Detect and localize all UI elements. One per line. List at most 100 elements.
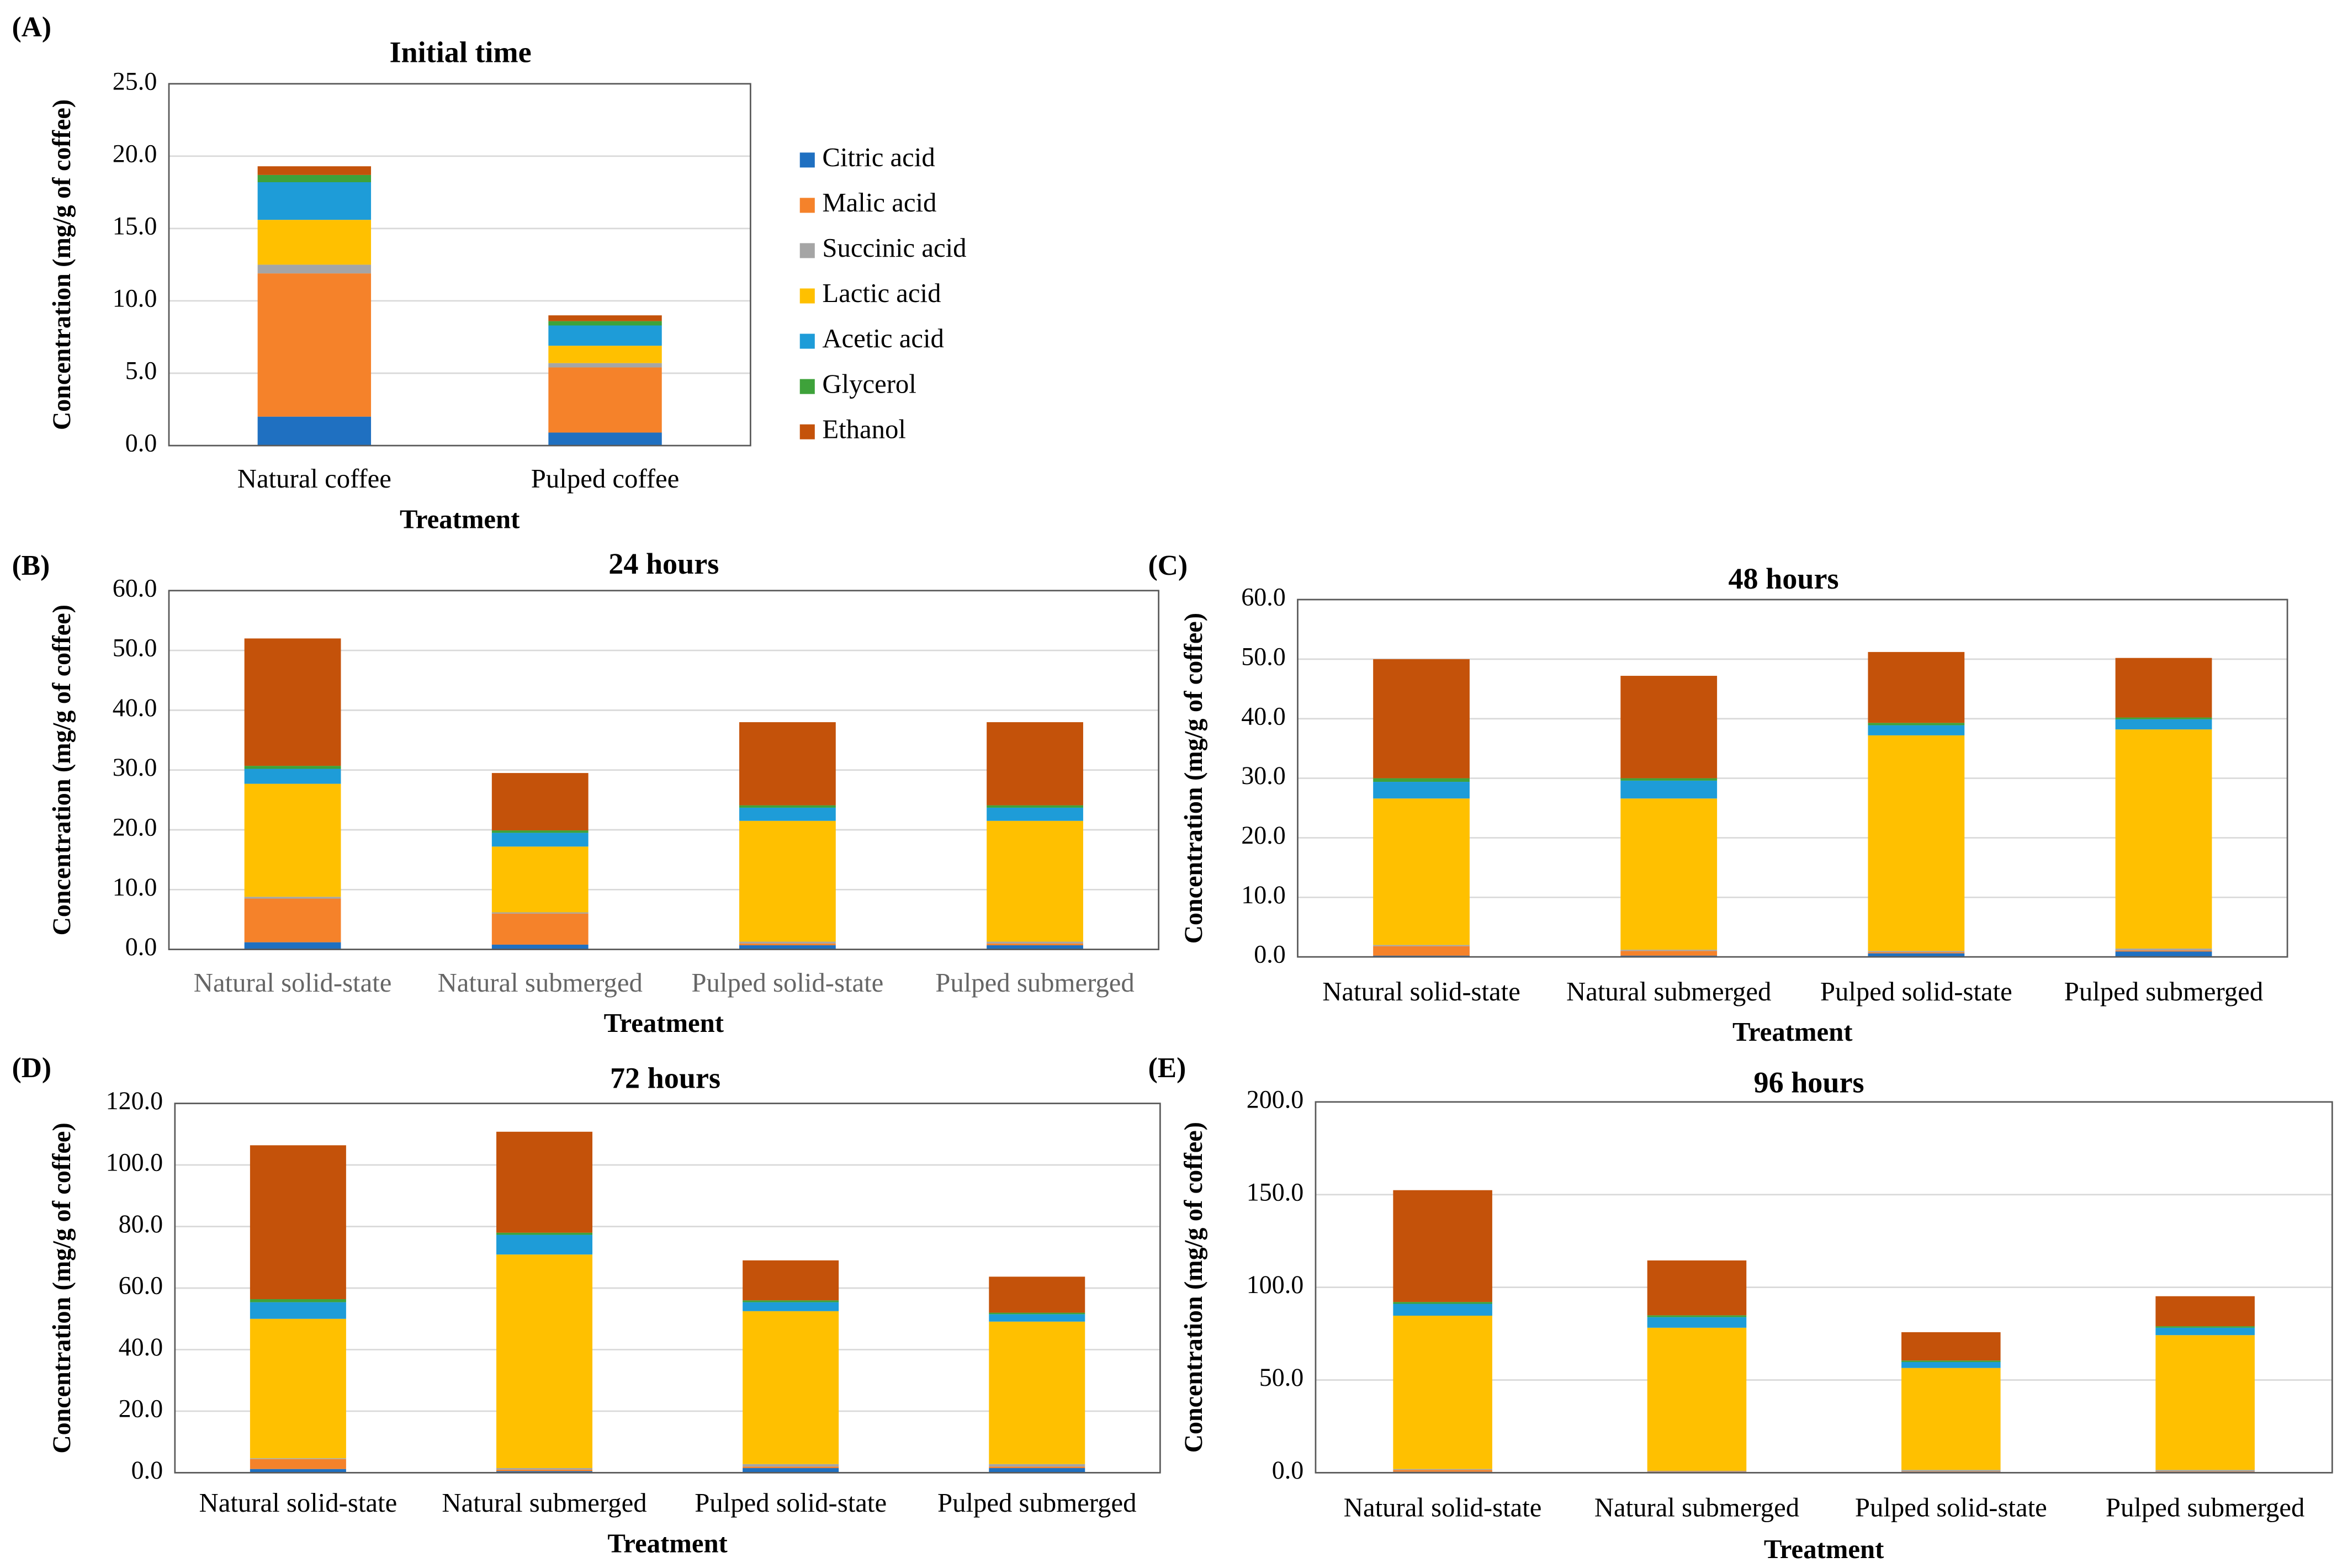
plot-border (168, 590, 1159, 950)
y-axis-label: Concentration (mg/g of coffee) (1179, 613, 1207, 944)
bar-segment (1868, 951, 1965, 952)
bar-segment (739, 941, 836, 944)
x-tick-label: Pulped solid-state (691, 968, 883, 998)
legend-label: Malic acid (822, 188, 936, 218)
bar-segment (987, 941, 1083, 944)
bar-segment (496, 1469, 593, 1471)
legend-swatch (799, 333, 815, 349)
bar-segment (1620, 951, 1718, 956)
bar-segment (743, 1468, 839, 1473)
bar-segment (1647, 1260, 1747, 1316)
bar-segment (257, 220, 372, 265)
bar-segment (1373, 778, 1470, 782)
x-tick-label: Pulped submerged (937, 1488, 1137, 1518)
legend-swatch (799, 198, 815, 213)
panel-label: (A) (12, 12, 51, 43)
chart-title: 24 hours (608, 547, 719, 580)
bar-segment (739, 943, 836, 946)
plot-border (1315, 1101, 2333, 1474)
bar-segment (989, 1276, 1085, 1313)
bar-segment (1647, 1327, 1747, 1471)
bar-segment (1868, 725, 1965, 735)
bar-segment (257, 273, 372, 417)
x-axis-label: Treatment (400, 504, 520, 534)
bar-segment (548, 346, 662, 363)
chart-title: Initial time (389, 36, 531, 69)
x-tick-label: Natural solid-state (199, 1488, 398, 1518)
bar-segment (244, 783, 341, 897)
panel-label: (C) (1148, 550, 1188, 581)
bar-segment (1868, 651, 1965, 723)
bar-segment (739, 807, 836, 821)
bar-segment (257, 174, 372, 182)
x-tick-label: Pulped submerged (2106, 1492, 2305, 1522)
x-tick-label: Pulped submerged (2064, 977, 2264, 1007)
x-tick-label: Natural submerged (1566, 977, 1771, 1007)
y-tick-label: 40.0 (113, 693, 157, 722)
bar-segment (2115, 949, 2212, 951)
bar-segment (743, 1300, 839, 1302)
bar-segment (987, 943, 1083, 946)
legend-label: Acetic acid (822, 324, 944, 353)
y-tick-label: 100.0 (106, 1148, 163, 1177)
bar-segment (1393, 1315, 1492, 1469)
y-tick-label: 20.0 (113, 813, 157, 841)
bar-segment (1868, 723, 1965, 725)
bar-segment (1901, 1332, 2001, 1361)
bar-segment (1647, 1315, 1747, 1317)
x-tick-label: Natural submerged (442, 1488, 646, 1518)
bar-segment (1373, 946, 1470, 956)
bar-segment (2155, 1296, 2255, 1327)
x-axis-label: Treatment (1732, 1017, 1853, 1047)
bar-segment (989, 1464, 1085, 1467)
x-tick-label: Pulped submerged (935, 968, 1135, 998)
bar-segment (1620, 676, 1718, 778)
bar-segment (1647, 1471, 1747, 1472)
bar-segment (2115, 717, 2212, 719)
bar-segment (548, 367, 662, 433)
bar-segment (2155, 1471, 2255, 1472)
bar-segment (739, 722, 836, 806)
y-tick-label: 50.0 (1241, 642, 1286, 670)
bar-segment (989, 1321, 1085, 1464)
y-tick-label: 30.0 (1241, 761, 1286, 790)
bar-segment (244, 766, 341, 769)
bar-segment (2155, 1327, 2255, 1336)
legend-swatch (799, 424, 815, 439)
bar-segment (989, 1468, 1085, 1473)
bar-segment (1901, 1471, 2001, 1472)
chart-title: 96 hours (1754, 1066, 1864, 1099)
y-tick-label: 0.0 (131, 1456, 163, 1484)
y-axis-label: Concentration (mg/g of coffee) (1179, 1122, 1207, 1453)
y-tick-label: 60.0 (1241, 583, 1286, 611)
y-tick-label: 10.0 (113, 284, 157, 312)
panel-label: (D) (12, 1052, 51, 1084)
bar-segment (739, 820, 836, 942)
bar-segment (491, 913, 589, 945)
bar-segment (987, 820, 1083, 942)
panel-label: (E) (1148, 1052, 1186, 1084)
y-tick-label: 50.0 (1259, 1363, 1304, 1391)
y-tick-label: 10.0 (113, 873, 157, 901)
bar-segment (250, 1145, 346, 1300)
bar-segment (1373, 945, 1470, 946)
y-tick-label: 0.0 (1272, 1456, 1304, 1484)
x-tick-label: Pulped solid-state (1820, 977, 2012, 1007)
legend-label: Glycerol (822, 369, 916, 399)
y-tick-label: 0.0 (1254, 940, 1286, 968)
x-tick-label: Pulped solid-state (1855, 1492, 2047, 1522)
bar-segment (2155, 1326, 2255, 1328)
bar-segment (1393, 1190, 1492, 1302)
bar-segment (1620, 950, 1718, 951)
bar-segment (987, 945, 1083, 950)
bar-segment (2115, 951, 2212, 957)
bar-segment (250, 1302, 346, 1319)
legend-swatch (799, 243, 815, 258)
y-tick-label: 200.0 (1247, 1085, 1304, 1113)
bar-segment (1620, 798, 1718, 950)
bar-segment (739, 945, 836, 950)
bar-segment (491, 830, 589, 833)
bar-segment (1901, 1362, 2001, 1368)
x-tick-label: Natural submerged (1594, 1492, 1799, 1522)
legend-label: Ethanol (822, 414, 906, 444)
